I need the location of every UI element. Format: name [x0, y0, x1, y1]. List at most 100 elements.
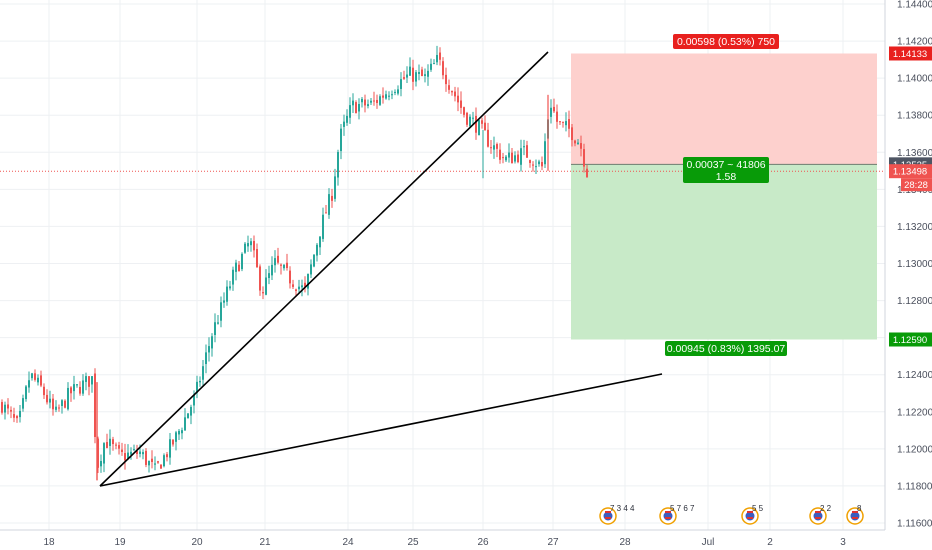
candle-body — [574, 140, 576, 144]
candle-body — [202, 366, 204, 380]
candle-body — [355, 102, 357, 114]
trendlines[interactable] — [99, 51, 663, 487]
candle-body — [397, 89, 399, 94]
candle-body — [388, 95, 390, 97]
time-axis[interactable]: 18 19 20 21 24 25 26 27 28 Jul 2 3 — [0, 529, 885, 550]
ratio-label-bg — [683, 157, 769, 183]
candle-body — [181, 430, 183, 434]
price-tick-label: 1.13000 — [897, 259, 932, 270]
candle-body — [265, 277, 267, 295]
price-tick-label: 1.12000 — [897, 444, 932, 455]
candle-body — [481, 120, 483, 124]
economic-event-marker[interactable]: 7 3 4 4 — [599, 504, 635, 525]
candle-body — [172, 439, 174, 445]
price-tick-label: 1.13200 — [897, 222, 932, 233]
candle-body — [538, 161, 540, 165]
candle-body — [79, 386, 81, 394]
candle-body — [565, 121, 567, 126]
candle-body — [100, 460, 102, 467]
economic-event-marker[interactable]: 5 7 6 7 — [659, 504, 695, 525]
candle-body — [25, 386, 27, 400]
candle-body — [85, 376, 87, 382]
candle-body — [259, 266, 261, 291]
candle-body — [253, 240, 255, 251]
candle-body — [244, 243, 246, 253]
candle-body — [166, 454, 168, 458]
candle-body — [214, 322, 216, 335]
candle-body — [562, 121, 564, 123]
candle-body — [40, 375, 42, 386]
event-count: 2 2 — [820, 504, 832, 513]
candle-body — [55, 406, 57, 410]
economic-event-marker[interactable]: 8 — [846, 504, 864, 525]
candle-body — [415, 72, 417, 82]
candle-body — [130, 451, 132, 455]
price-tick-label: 1.12800 — [897, 296, 932, 307]
candle-body — [277, 255, 279, 263]
economic-event-marker[interactable]: 2 2 — [809, 504, 832, 525]
candle-body — [19, 410, 21, 418]
candle-body — [319, 236, 321, 248]
candle-body — [352, 100, 354, 106]
candle-body — [250, 241, 252, 246]
candle-body — [394, 91, 396, 93]
trendline-shallow — [99, 373, 663, 487]
economic-event-marker[interactable]: 5 5 — [741, 504, 764, 525]
candle-body — [490, 147, 492, 149]
time-axis-bg — [0, 530, 885, 550]
time-tick-label: 19 — [114, 537, 126, 548]
candle-body — [196, 381, 198, 393]
countdown-tag-bg — [901, 178, 932, 192]
candle-body — [499, 149, 501, 160]
take-profit-zone — [571, 164, 877, 340]
candle-body — [520, 148, 522, 165]
candle-body — [43, 386, 45, 396]
countdown-tag: 28:28 — [904, 180, 928, 191]
candle-body — [178, 430, 180, 435]
reward-label: 0.00945 (0.83%) 1395.07 — [665, 341, 787, 356]
candle-body — [247, 243, 249, 247]
event-flag-stripe — [747, 517, 753, 519]
candle-body — [502, 157, 504, 159]
candle-body — [127, 452, 129, 459]
candle-body — [316, 244, 318, 256]
price-tick-label: 1.13600 — [897, 148, 932, 159]
candle-body — [304, 282, 306, 287]
candle-body — [406, 74, 408, 78]
candle-body — [544, 141, 546, 165]
candle-body — [541, 162, 543, 167]
candle-body — [109, 438, 111, 446]
candle-body — [421, 69, 423, 77]
candle-body — [514, 155, 516, 162]
candle-body — [34, 373, 36, 380]
candle-body — [94, 373, 96, 438]
candle-body — [334, 176, 336, 199]
candle-body — [442, 61, 444, 76]
time-tick-label: 26 — [477, 537, 489, 548]
candle-body — [145, 450, 147, 465]
candle-body — [487, 129, 489, 147]
candle-body — [10, 409, 12, 412]
candle-body — [220, 302, 222, 321]
candle-body — [478, 120, 480, 136]
candle-body — [409, 66, 411, 76]
candle-body — [268, 273, 270, 279]
event-flag-stripe — [852, 517, 858, 519]
candle-body — [361, 98, 363, 103]
candle-body — [346, 115, 348, 123]
candle-body — [97, 438, 99, 468]
candle-body — [475, 115, 477, 133]
candle-body — [1, 402, 3, 413]
candle-body — [190, 406, 192, 416]
candle-body — [580, 143, 582, 149]
candle-body — [46, 394, 48, 403]
candle-body — [445, 74, 447, 85]
candle-body — [229, 286, 231, 289]
candle-body — [76, 384, 78, 386]
event-markers[interactable]: 7 3 4 4 5 7 6 7 5 5 2 2 8 — [599, 504, 864, 525]
candle-body — [13, 414, 15, 418]
price-axis[interactable]: 1.14400 1.14200 1.14000 1.13800 1.13600 1.134… — [884, 0, 932, 550]
candle-body — [469, 116, 471, 127]
candle-body — [349, 105, 351, 118]
